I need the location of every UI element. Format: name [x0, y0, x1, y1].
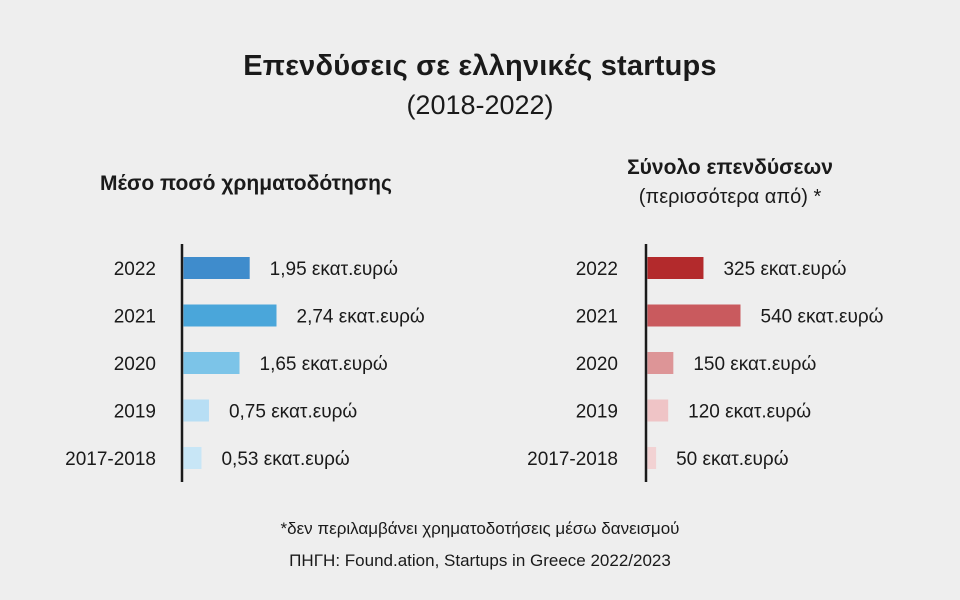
right-bar — [647, 352, 674, 374]
right-bar — [647, 304, 741, 327]
left-value-label: 0,53 εκατ.ευρώ — [221, 449, 349, 470]
right-value-label: 540 εκατ.ευρώ — [761, 307, 884, 328]
chart-title: Επενδύσεις σε ελληνικές startups — [243, 50, 717, 82]
left-chart-title: Μέσο ποσό χρηματοδότησης — [100, 172, 392, 195]
left-value-label: 1,65 εκατ.ευρώ — [260, 354, 388, 375]
right-value-label: 150 εκατ.ευρώ — [693, 354, 816, 375]
left-category-label: 2019 — [114, 402, 156, 423]
left-value-label: 1,95 εκατ.ευρώ — [270, 259, 398, 280]
right-category-label: 2020 — [576, 354, 618, 375]
right-chart-title: Σύνολο επενδύσεων — [627, 156, 833, 179]
left-category-label: 2021 — [114, 307, 156, 328]
chart-subtitle: (2018-2022) — [406, 90, 554, 120]
left-category-label: 2017-2018 — [65, 449, 156, 470]
left-value-label: 2,74 εκατ.ευρώ — [297, 307, 425, 328]
left-bar — [183, 304, 277, 327]
right-chart-subtitle: (περισσότερα από) * — [638, 186, 822, 208]
left-bar — [183, 257, 250, 279]
right-value-label: 325 εκατ.ευρώ — [723, 259, 846, 280]
left-category-label: 2020 — [114, 354, 156, 375]
source-note: ΠΗΓΗ: Found.ation, Startups in Greece 20… — [289, 551, 671, 570]
right-category-label: 2019 — [576, 402, 618, 423]
left-bar — [183, 447, 202, 469]
footnote: *δεν περιλαμβάνει χρηματοδοτήσεις μέσω δ… — [280, 519, 680, 538]
left-category-label: 2022 — [114, 259, 156, 280]
left-bar — [183, 352, 240, 374]
right-category-label: 2022 — [576, 259, 618, 280]
right-category-label: 2017-2018 — [527, 449, 618, 470]
right-value-label: 120 εκατ.ευρώ — [688, 402, 811, 423]
left-bar — [183, 399, 209, 422]
right-category-label: 2021 — [576, 307, 618, 328]
right-value-label: 50 εκατ.ευρώ — [676, 449, 789, 470]
left-value-label: 0,75 εκατ.ευρώ — [229, 402, 357, 423]
right-bar — [647, 257, 704, 279]
right-bar — [647, 399, 669, 422]
right-bar — [647, 447, 657, 469]
